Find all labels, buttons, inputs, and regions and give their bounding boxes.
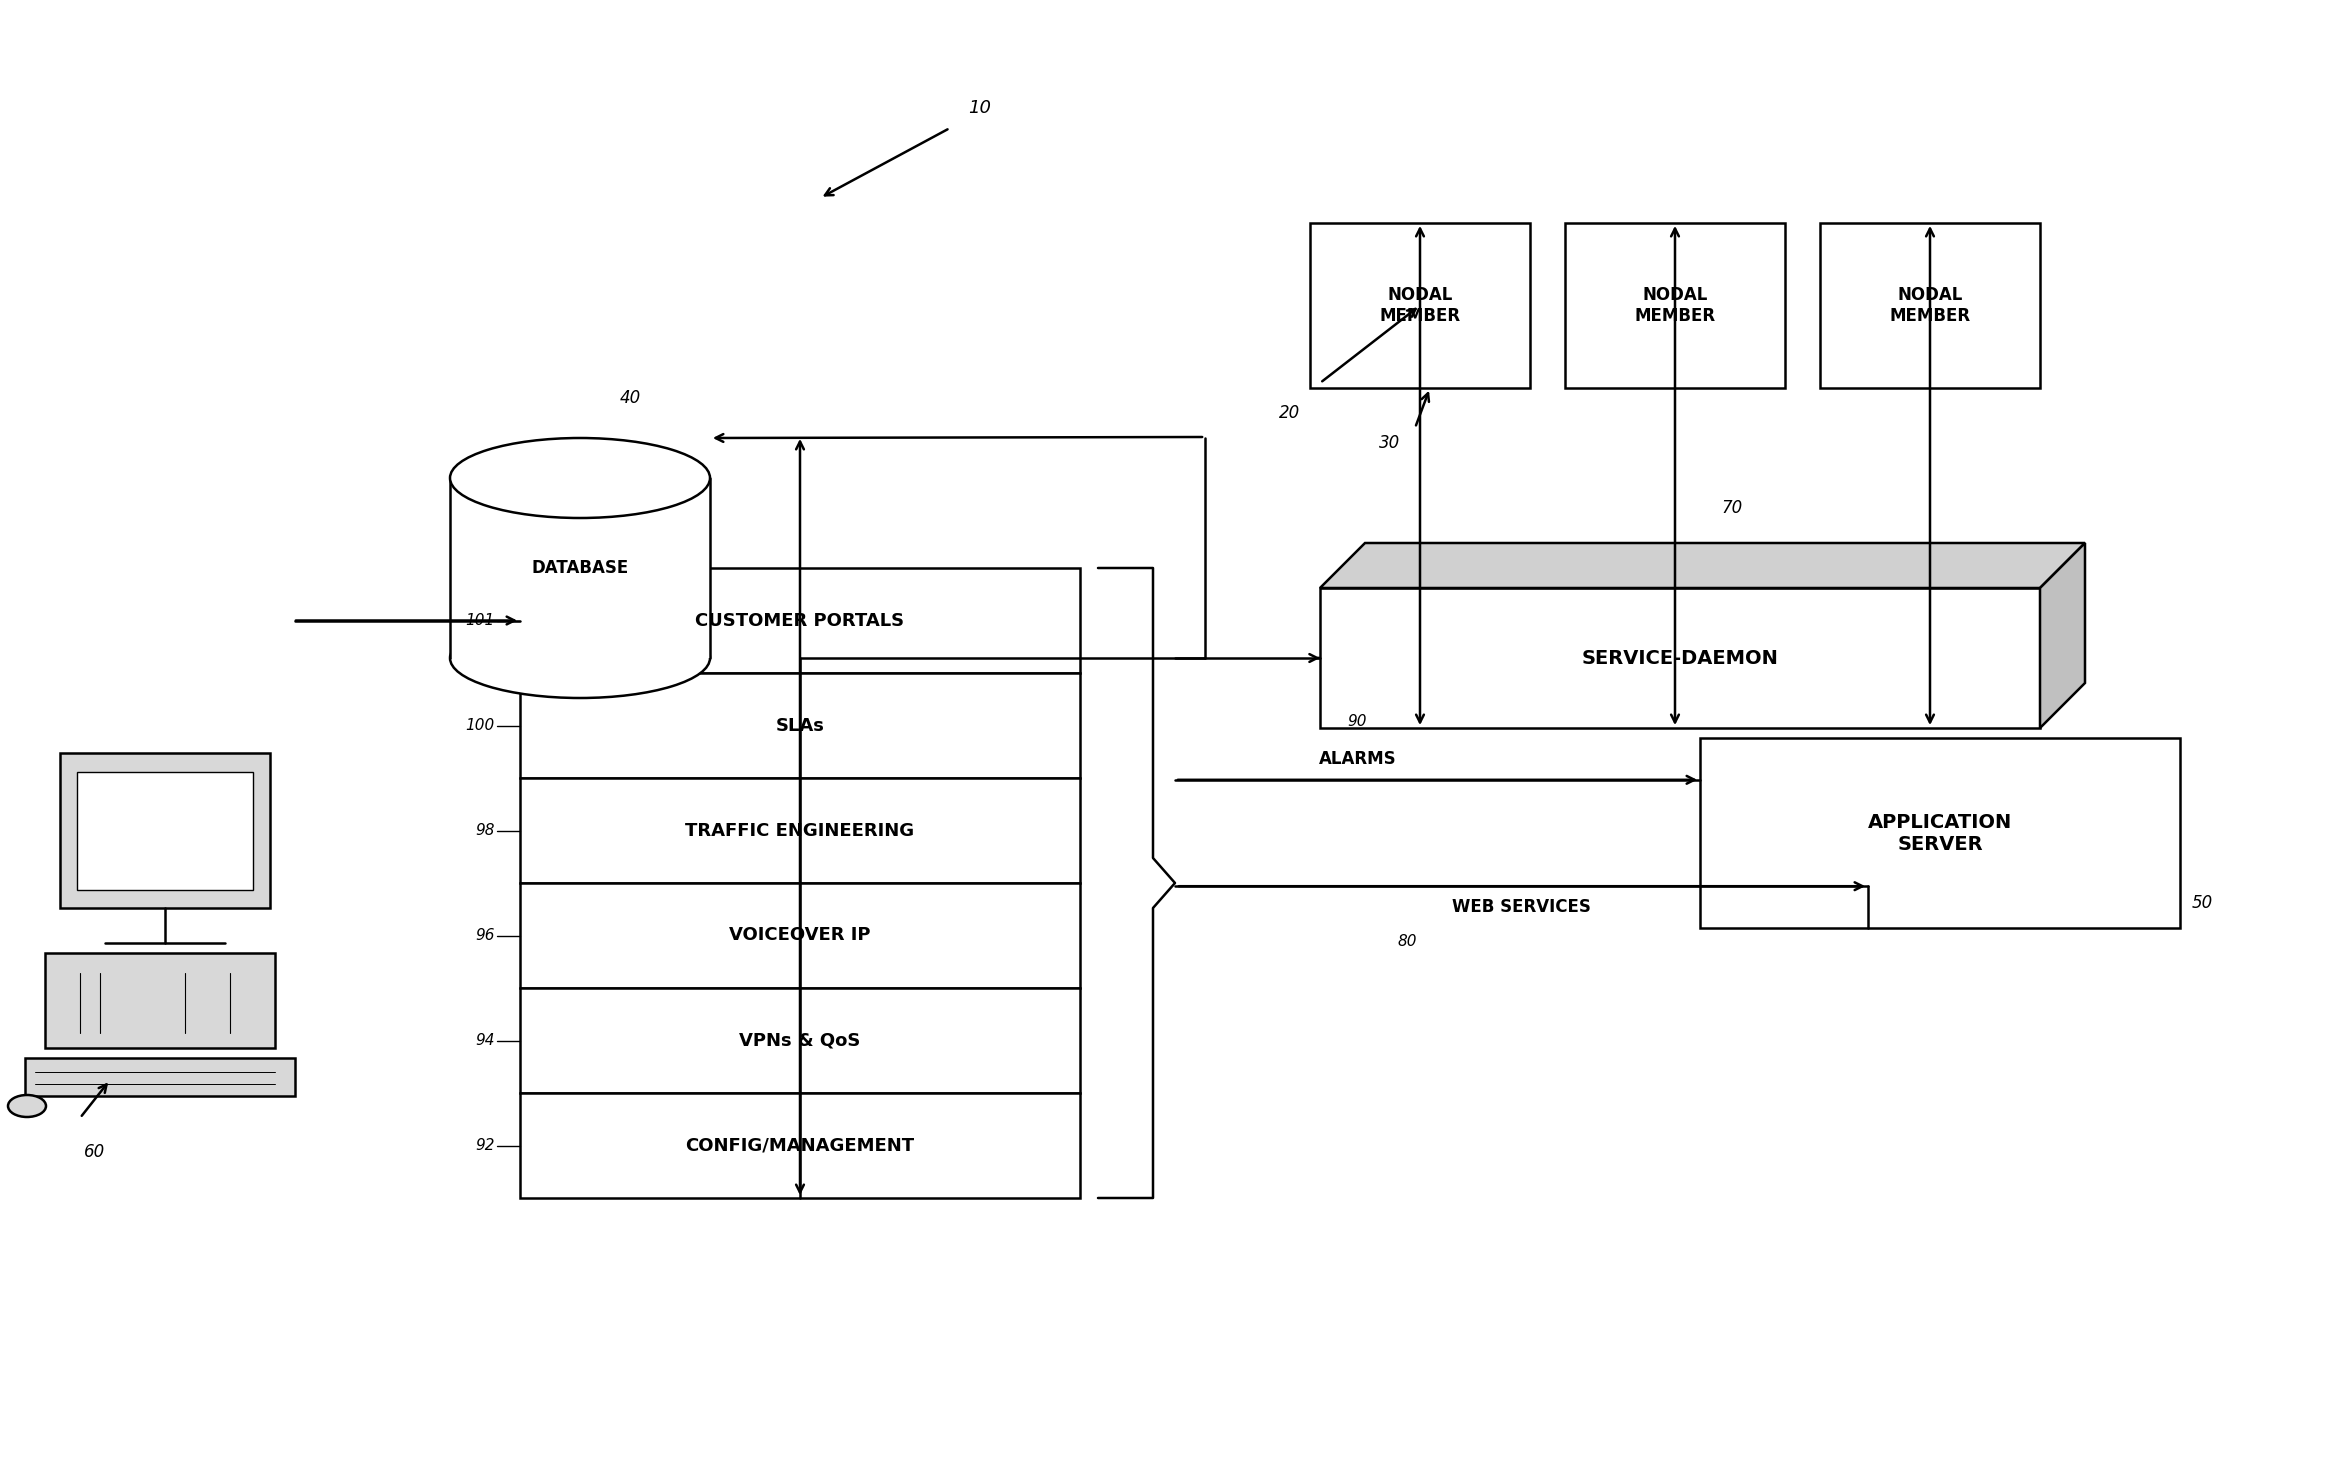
Text: VPNs & QoS: VPNs & QoS bbox=[739, 1032, 860, 1049]
FancyBboxPatch shape bbox=[520, 568, 1079, 672]
Text: ALARMS: ALARMS bbox=[1319, 749, 1396, 767]
FancyBboxPatch shape bbox=[1821, 223, 2040, 389]
Text: VOICEOVER IP: VOICEOVER IP bbox=[730, 927, 872, 944]
FancyBboxPatch shape bbox=[520, 672, 1079, 777]
FancyBboxPatch shape bbox=[77, 772, 254, 890]
Text: SERVICE-DAEMON: SERVICE-DAEMON bbox=[1580, 649, 1779, 668]
Ellipse shape bbox=[7, 1095, 47, 1117]
Text: 98: 98 bbox=[476, 823, 494, 838]
Text: DATABASE: DATABASE bbox=[531, 559, 629, 576]
Polygon shape bbox=[2040, 542, 2084, 729]
Text: NODAL
MEMBER: NODAL MEMBER bbox=[1890, 287, 1970, 325]
Text: 70: 70 bbox=[1723, 500, 1744, 517]
FancyBboxPatch shape bbox=[520, 882, 1079, 987]
FancyBboxPatch shape bbox=[44, 953, 275, 1048]
Text: 20: 20 bbox=[1280, 403, 1301, 423]
FancyBboxPatch shape bbox=[1310, 223, 1529, 389]
Text: WEB SERVICES: WEB SERVICES bbox=[1452, 899, 1592, 916]
Ellipse shape bbox=[450, 618, 711, 698]
Text: 100: 100 bbox=[466, 718, 494, 733]
Text: SLAs: SLAs bbox=[776, 717, 825, 735]
Text: CONFIG/MANAGEMENT: CONFIG/MANAGEMENT bbox=[685, 1137, 914, 1154]
FancyBboxPatch shape bbox=[1564, 223, 1786, 389]
Text: CUSTOMER PORTALS: CUSTOMER PORTALS bbox=[695, 612, 904, 630]
Ellipse shape bbox=[450, 437, 711, 517]
FancyBboxPatch shape bbox=[1699, 738, 2179, 928]
Text: 10: 10 bbox=[967, 99, 991, 117]
Text: NODAL
MEMBER: NODAL MEMBER bbox=[1380, 287, 1462, 325]
FancyBboxPatch shape bbox=[520, 1094, 1079, 1199]
Text: 30: 30 bbox=[1380, 435, 1401, 452]
Text: 50: 50 bbox=[2191, 894, 2212, 912]
FancyBboxPatch shape bbox=[520, 777, 1079, 882]
FancyBboxPatch shape bbox=[61, 752, 270, 907]
Text: 60: 60 bbox=[84, 1142, 105, 1162]
Text: NODAL
MEMBER: NODAL MEMBER bbox=[1634, 287, 1716, 325]
Text: 90: 90 bbox=[1347, 714, 1368, 729]
Text: APPLICATION
SERVER: APPLICATION SERVER bbox=[1867, 813, 2012, 853]
FancyBboxPatch shape bbox=[1319, 588, 2040, 729]
Text: 101: 101 bbox=[466, 613, 494, 628]
Text: 94: 94 bbox=[476, 1033, 494, 1048]
FancyBboxPatch shape bbox=[450, 477, 711, 658]
Text: 96: 96 bbox=[476, 928, 494, 943]
FancyBboxPatch shape bbox=[520, 987, 1079, 1094]
FancyBboxPatch shape bbox=[26, 1058, 296, 1097]
Text: 40: 40 bbox=[620, 389, 641, 406]
Text: 92: 92 bbox=[476, 1138, 494, 1153]
Text: TRAFFIC ENGINEERING: TRAFFIC ENGINEERING bbox=[685, 822, 914, 840]
Text: 80: 80 bbox=[1399, 934, 1417, 949]
Polygon shape bbox=[1319, 542, 2084, 588]
